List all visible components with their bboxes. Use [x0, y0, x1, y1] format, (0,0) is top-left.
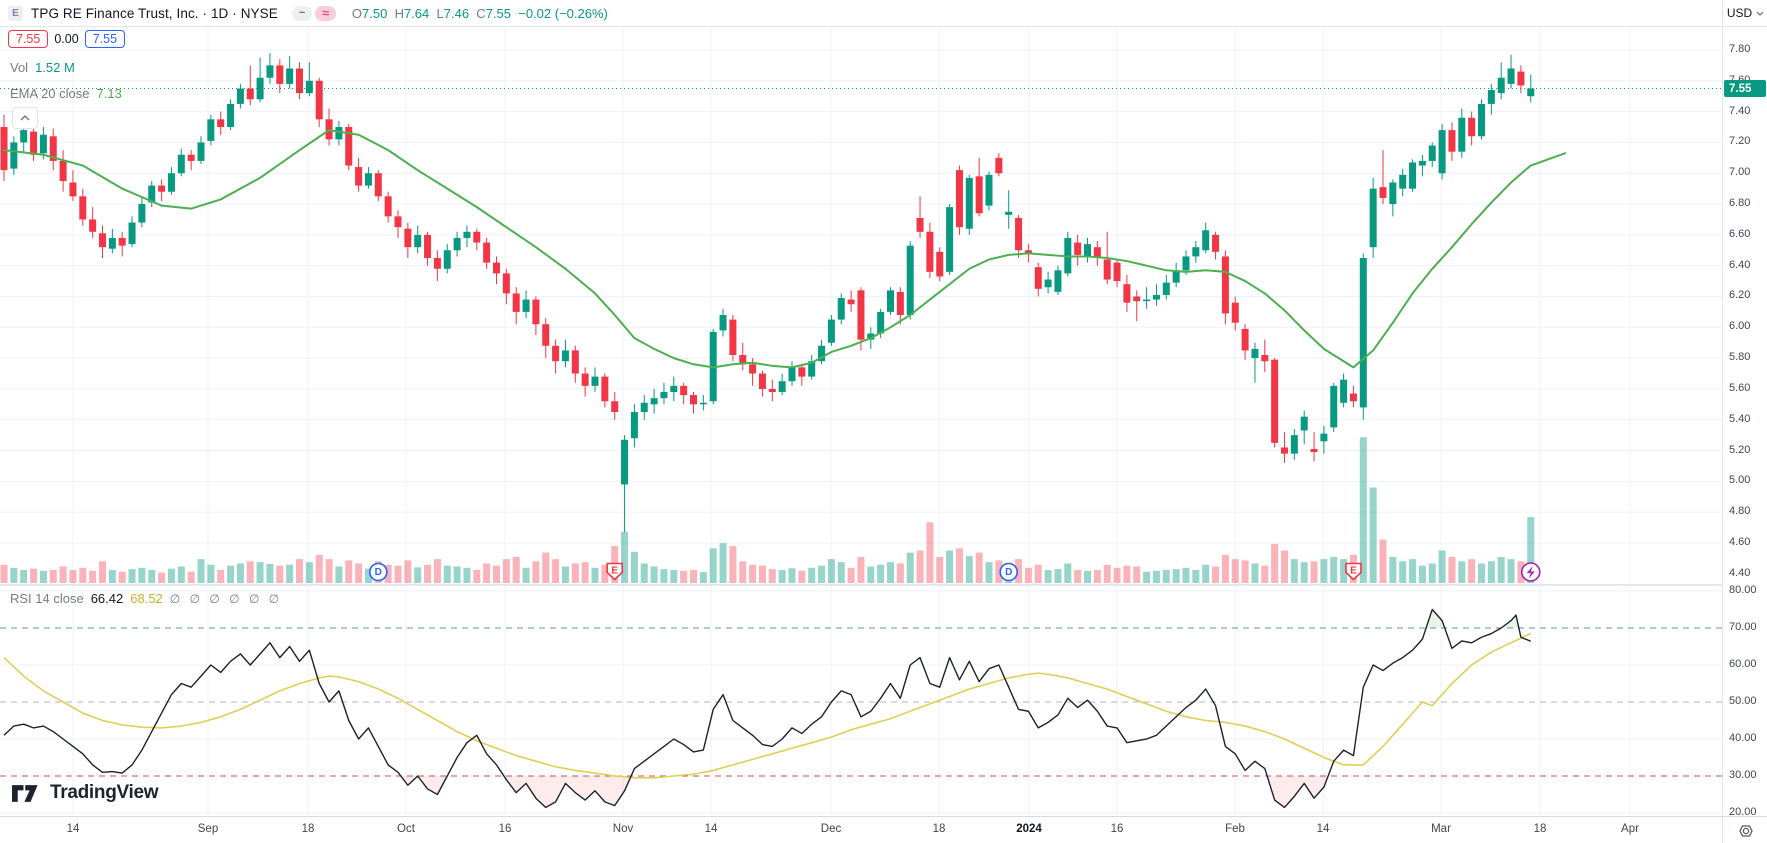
dividend-marker[interactable]: D — [368, 562, 388, 582]
time-axis-label: 2024 — [1016, 823, 1042, 835]
symbol-logo[interactable]: E — [8, 5, 23, 21]
price-axis-label: 5.20 — [1729, 443, 1751, 456]
pane-collapse-button[interactable] — [12, 107, 38, 129]
low-label: L — [436, 5, 444, 21]
close-label: C — [476, 5, 486, 21]
rsi-legend[interactable]: RSI 14 close 66.42 68.52 ∅ ∅ ∅ ∅ ∅ ∅ — [10, 591, 282, 606]
low-value: 7.46 — [443, 5, 470, 21]
chevron-up-icon — [20, 114, 30, 121]
currency-label: USD — [1726, 6, 1753, 20]
rsi-axis-label: 80.00 — [1729, 584, 1757, 596]
ema-legend[interactable]: EMA 20 close 7.13 — [10, 86, 122, 101]
earnings-marker[interactable]: E — [1345, 562, 1362, 581]
time-axis-label: 14 — [66, 823, 80, 835]
price-axis-label: 7.20 — [1729, 135, 1751, 148]
time-axis-label: Sep — [197, 823, 219, 835]
time-axis-label: Feb — [1225, 823, 1245, 835]
svg-text:E: E — [1350, 566, 1357, 577]
rsi-axis-label: 30.00 — [1729, 769, 1757, 781]
time-axis-label: 18 — [932, 823, 946, 835]
price-axis-label: 5.00 — [1729, 474, 1751, 487]
price-axis-label: 4.80 — [1729, 505, 1751, 518]
ask-price-pill[interactable]: 7.55 — [84, 30, 126, 48]
price-axis-label: 7.00 — [1729, 166, 1751, 179]
rsi-axis-label: 50.00 — [1729, 695, 1757, 707]
spread-value: 0.00 — [54, 32, 79, 46]
volume-legend[interactable]: Vol 1.52 M — [10, 60, 75, 75]
open-label: O — [351, 5, 363, 21]
rsi-axis-label: 40.00 — [1729, 732, 1757, 744]
time-axis-label: 16 — [498, 823, 512, 835]
change-value: −0.02 (−0.26%) — [518, 5, 608, 21]
chevron-down-icon — [1756, 11, 1764, 16]
rsi-axis-label: 60.00 — [1729, 658, 1757, 670]
rsi-empty-slots: ∅ ∅ ∅ ∅ ∅ ∅ — [169, 591, 283, 606]
price-axis-label: 5.80 — [1729, 351, 1751, 364]
symbol-title[interactable]: TPG RE Finance Trust, Inc. · 1D · NYSE — [31, 5, 278, 21]
time-axis-label: 18 — [1533, 823, 1547, 835]
ema-value: 7.13 — [96, 86, 122, 101]
price-axis-label: 6.80 — [1729, 197, 1751, 210]
time-axis-label: 14 — [1316, 823, 1330, 835]
ema-label: EMA 20 close — [10, 86, 90, 101]
svg-text:E: E — [611, 566, 618, 577]
flash-marker[interactable] — [1520, 562, 1541, 582]
price-axis-label: 5.60 — [1729, 381, 1751, 394]
gear-icon — [1738, 824, 1753, 837]
time-axis-label: 14 — [704, 823, 718, 835]
high-label: H — [394, 5, 404, 21]
price-axis-label: 4.40 — [1729, 566, 1751, 579]
chart-toolbar: E TPG RE Finance Trust, Inc. · 1D · NYSE… — [0, 0, 1722, 27]
price-axis-label: 6.40 — [1729, 258, 1751, 271]
svg-text:D: D — [375, 567, 382, 578]
rsi-value: 66.42 — [90, 591, 124, 606]
price-axis-label: 6.60 — [1729, 227, 1751, 240]
time-axis-label: 18 — [301, 823, 315, 835]
rsi-axis-label: 20.00 — [1729, 806, 1757, 818]
price-axis-label: 4.60 — [1729, 535, 1751, 548]
currency-selector[interactable]: USD — [1722, 0, 1767, 27]
svg-text:D: D — [1005, 567, 1012, 578]
time-axis-label: Dec — [820, 823, 842, 835]
last-price-badge: 7.55 — [1724, 80, 1766, 97]
pane-separator[interactable] — [0, 584, 1767, 586]
bid-price-pill[interactable]: 7.55 — [8, 30, 49, 48]
axis-settings-cell[interactable] — [1722, 816, 1767, 843]
ohlc-readout: O7.50 H7.64 L7.46 C7.55 −0.02 (−0.26%) — [352, 6, 608, 21]
time-axis-label: Oct — [397, 823, 415, 835]
open-value: 7.50 — [362, 5, 388, 21]
rsi-axis-label: 70.00 — [1729, 621, 1757, 633]
time-axis-label: 16 — [1110, 823, 1124, 835]
tradingview-logo-icon — [12, 784, 38, 802]
time-axis-label: Mar — [1431, 823, 1451, 835]
tradingview-logo-text: TradingView — [50, 782, 159, 803]
earnings-marker[interactable]: E — [606, 562, 623, 581]
approx-pill-button[interactable]: ≈ — [315, 5, 336, 21]
dividend-marker[interactable]: D — [999, 562, 1019, 582]
price-axis-label: 6.20 — [1729, 289, 1751, 302]
close-value: 7.55 — [485, 5, 511, 21]
time-axis-label: Nov — [612, 823, 634, 835]
price-axis-label: 5.40 — [1729, 412, 1751, 425]
time-axis[interactable]: 14 Sep 18 Oct 16 Nov 14 Dec 18 2024 16 Feb 14 Mar 18 Ap… — [0, 816, 1722, 843]
rsi-label: RSI 14 close — [10, 591, 84, 606]
price-axis-label: 7.80 — [1729, 43, 1751, 55]
volume-label: Vol — [10, 60, 29, 75]
price-axis-label: 6.00 — [1729, 320, 1751, 333]
price-axis[interactable]: 7.807.607.407.207.006.806.606.406.206.00… — [1722, 26, 1767, 818]
time-axis-label: Apr — [1621, 823, 1639, 835]
price-axis-label: 7.40 — [1729, 104, 1751, 117]
high-value: 7.64 — [403, 5, 430, 21]
minus-pill-button[interactable]: − — [291, 5, 313, 21]
tradingview-logo[interactable]: TradingView — [12, 782, 159, 804]
volume-value: 1.52 M — [35, 60, 75, 75]
quote-legend: 7.55 0.00 7.55 — [8, 30, 126, 48]
rsi-ma-value: 68.52 — [130, 591, 163, 606]
